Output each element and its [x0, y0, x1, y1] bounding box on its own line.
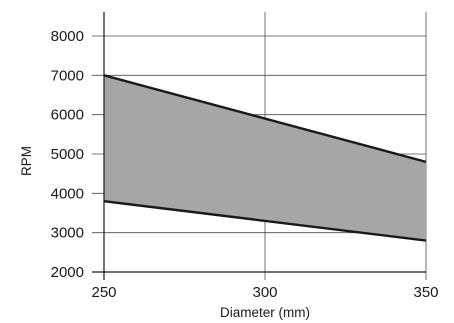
upper-limit-line	[103, 74, 427, 164]
x-tick-labels: 250 300 350	[91, 284, 438, 301]
x-tick-label: 350	[413, 284, 438, 301]
y-tick-label: 4000	[51, 185, 84, 202]
x-axis-label: Diameter (mm)	[220, 305, 310, 320]
x-tick-label: 250	[91, 284, 116, 301]
y-axis-label: RPM	[19, 146, 34, 176]
y-tick-label: 5000	[51, 146, 84, 163]
y-tick-label: 7000	[51, 67, 84, 84]
lower-limit-line	[103, 200, 427, 242]
y-tick-label: 2000	[51, 264, 84, 281]
y-tick-label: 6000	[51, 107, 84, 124]
y-tick-label: 3000	[51, 225, 84, 242]
y-tick-label: 8000	[51, 28, 84, 45]
y-tick-labels: 2000 3000 4000 5000 6000 7000 8000	[51, 28, 84, 281]
axes	[92, 12, 426, 280]
rpm-range-band	[104, 75, 426, 241]
x-tick-label: 300	[252, 284, 277, 301]
